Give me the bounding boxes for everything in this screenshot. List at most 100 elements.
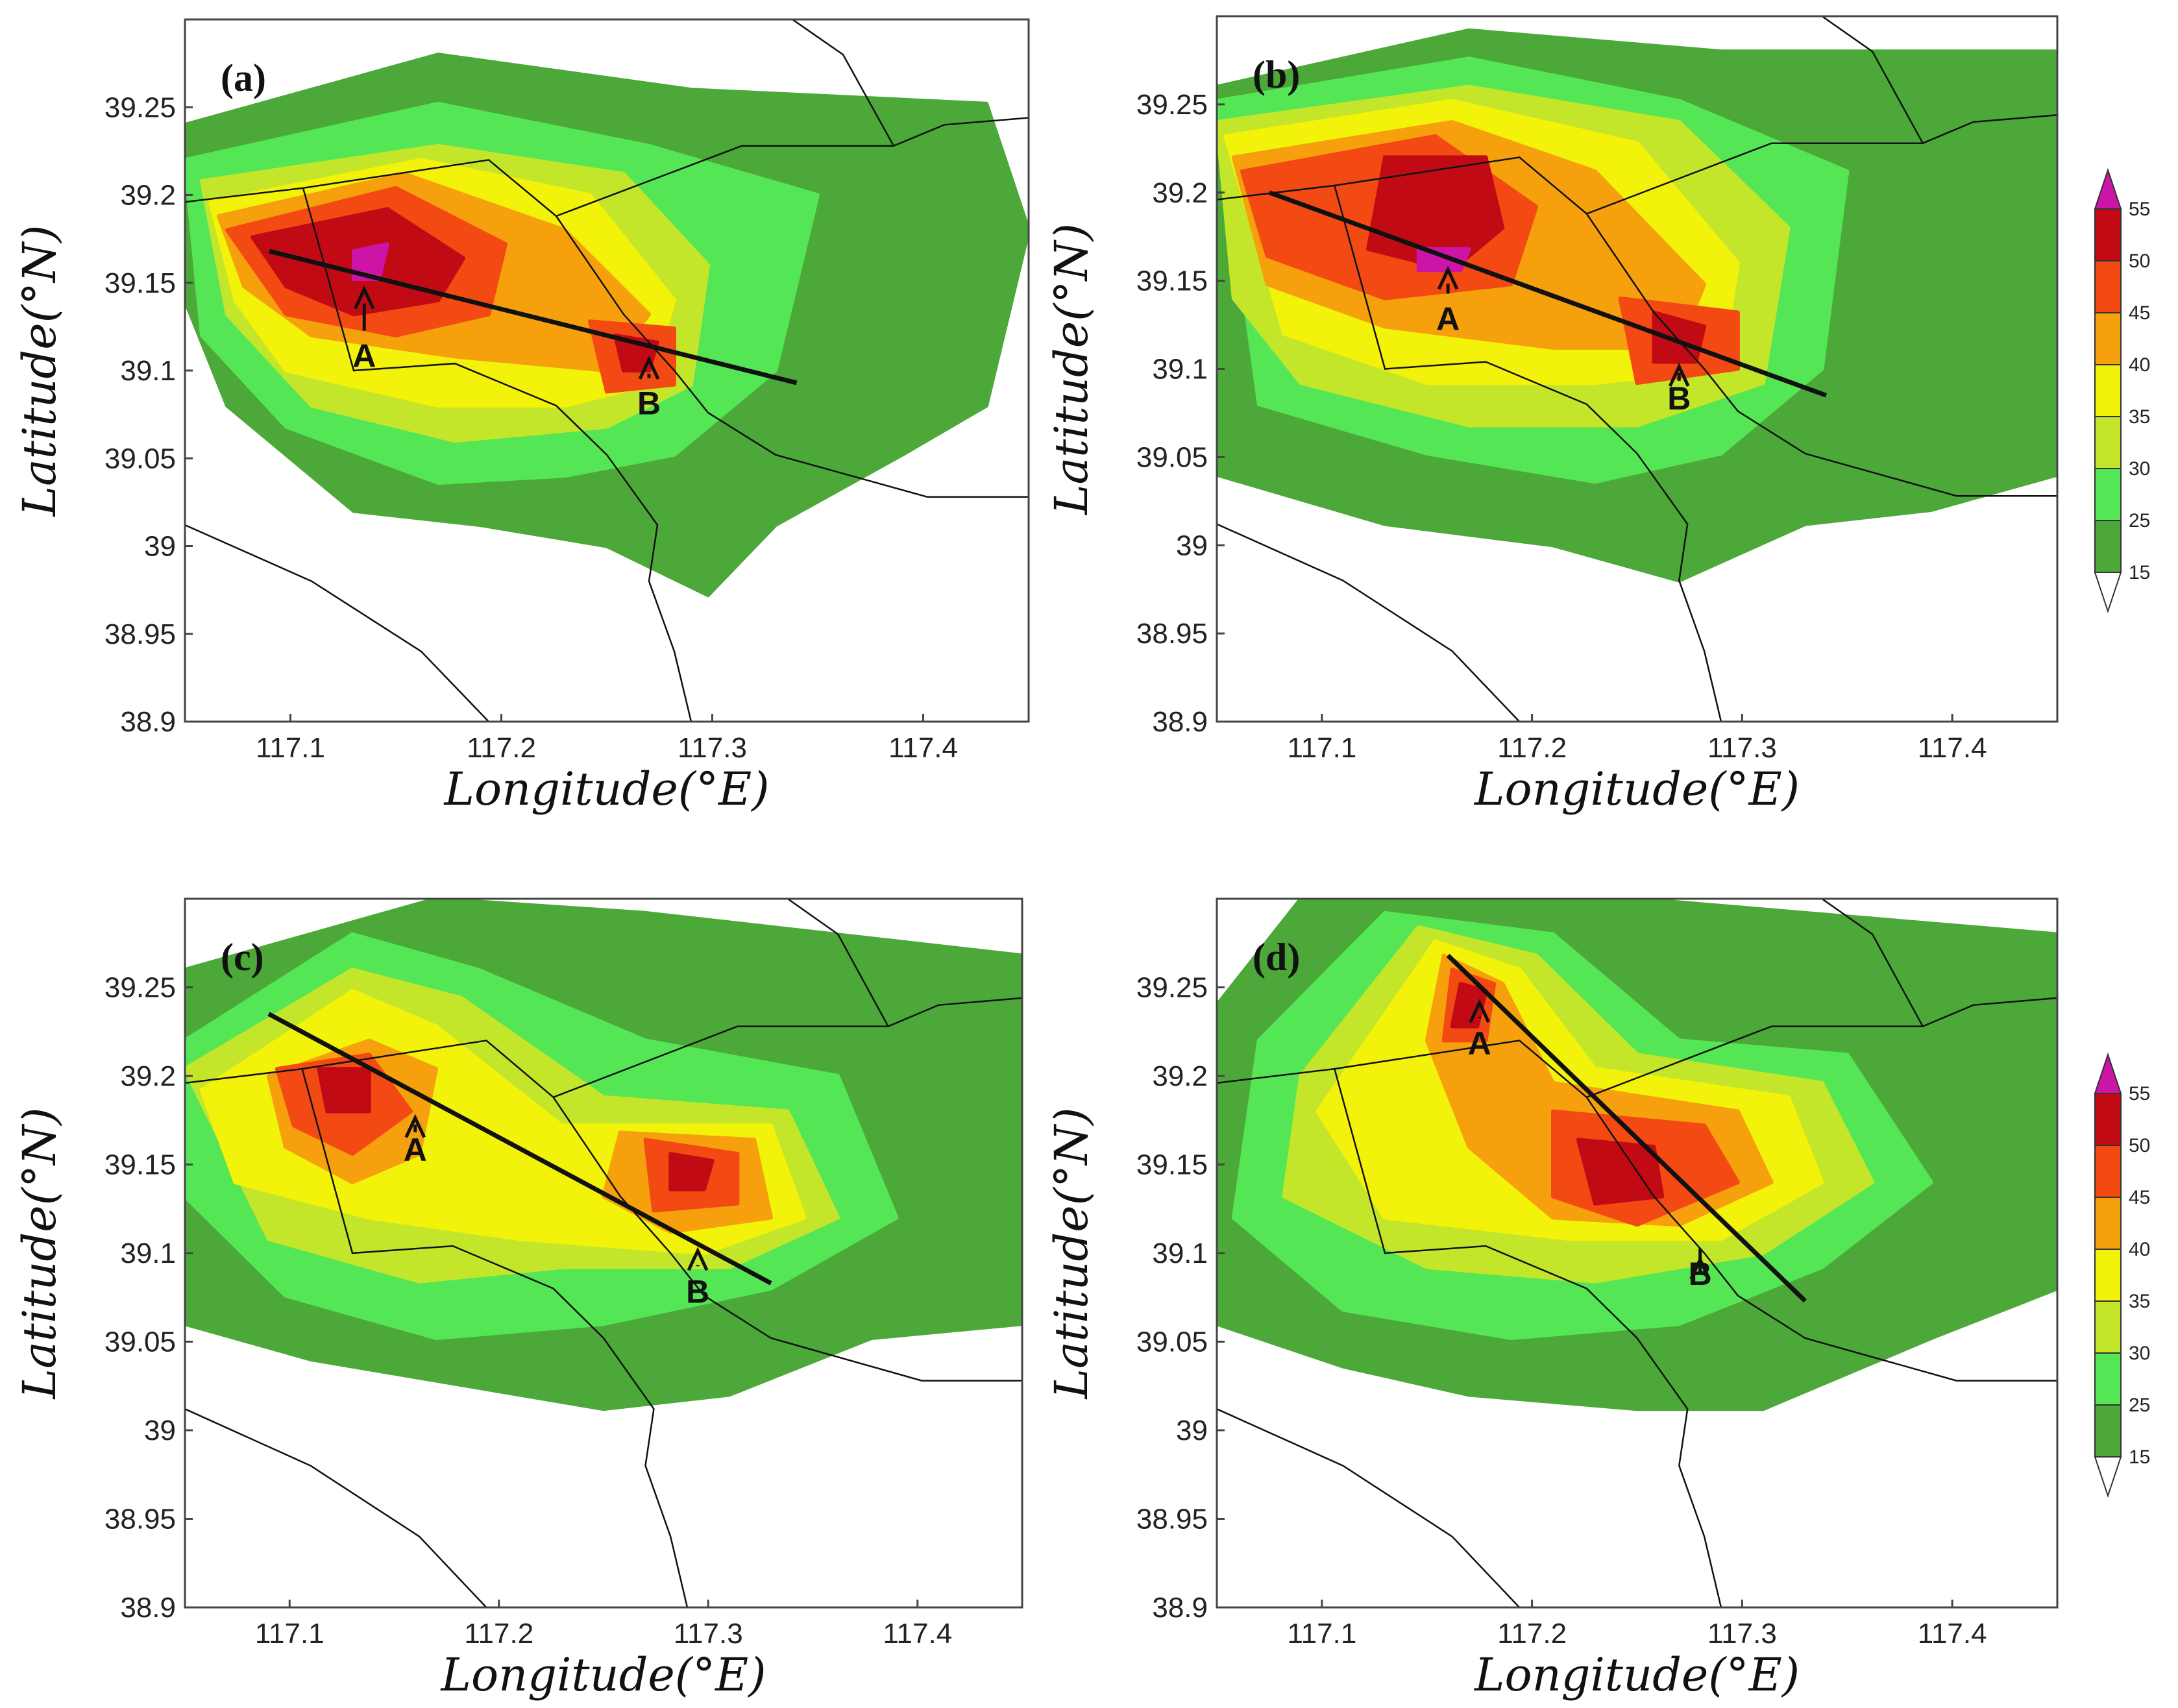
y-tick-label: 39.1 <box>120 1238 176 1269</box>
panel-label: (a) <box>221 56 266 99</box>
y-tick-label: 39.05 <box>1136 1326 1208 1358</box>
colorbar-swatch-c25 <box>2094 468 2122 521</box>
x-tick-label: 117.4 <box>1918 732 1987 764</box>
colorbar-swatch-c45 <box>2094 260 2122 313</box>
y-tick-label: 39.15 <box>104 1149 176 1181</box>
county-boundary <box>185 1408 487 1607</box>
y-tick-label: 39.2 <box>120 1060 176 1092</box>
y-tick-label: 39.25 <box>1136 972 1208 1004</box>
y-tick-label: 39.2 <box>120 180 176 212</box>
marker-label-B: B <box>637 385 661 422</box>
colorbar-level-label: 35 <box>2129 406 2150 428</box>
colorbar-min-triangle <box>2094 572 2122 614</box>
county-boundary <box>1217 523 1521 722</box>
y-tick-label: 38.95 <box>1136 618 1208 650</box>
y-tick-label: 38.9 <box>1152 1592 1208 1624</box>
colorbar-level-label: 30 <box>2129 458 2150 480</box>
y-tick-label: 38.9 <box>120 706 176 738</box>
colorbar-level-label: 15 <box>2129 1446 2150 1468</box>
colorbar-swatch-c15 <box>2094 1404 2122 1458</box>
marker-label-A: A <box>404 1132 427 1168</box>
marker-arrowhead <box>404 1114 426 1138</box>
y-tick-label: 39.1 <box>1152 1238 1208 1269</box>
marker-arrowhead <box>1689 1256 1711 1280</box>
county-boundary <box>1821 899 1924 1027</box>
marker-arrowhead <box>638 356 660 380</box>
x-tick-label: 117.2 <box>467 732 536 764</box>
y-tick-label: 38.9 <box>120 1592 176 1624</box>
marker-label-A: A <box>352 337 376 374</box>
marker-label-B: B <box>1667 380 1691 417</box>
panel-label: (d) <box>1253 936 1300 979</box>
colorbar-swatch-c35 <box>2094 364 2122 417</box>
colorbar-swatch-c30 <box>2094 1300 2122 1354</box>
cross-section-line <box>267 1012 772 1286</box>
colorbar: 55 50 45 40 35 30 25 15 <box>2094 167 2150 614</box>
panel-c: A B (c) 117.1 117.2 117.3 117.4 38.9 38.95 39 39.0… <box>13 897 1023 1702</box>
colorbar-min-triangle <box>2094 1456 2122 1498</box>
county-boundary <box>302 188 692 722</box>
colorbar-swatch-c30 <box>2094 416 2122 469</box>
colorbar-swatch-c40 <box>2094 1197 2122 1250</box>
y-tick-label: 39 <box>1176 1415 1208 1446</box>
colorbar-level-label: 40 <box>2129 1239 2150 1260</box>
colorbar-level-label: 50 <box>2129 1135 2150 1156</box>
x-axis-label: Longitude(°E) <box>1473 1648 1800 1702</box>
colorbar-level-label: 25 <box>2129 1395 2150 1416</box>
reflectivity-field <box>185 899 1022 1607</box>
marker-label-A: A <box>1436 301 1460 337</box>
colorbar-level-label: 40 <box>2129 354 2150 376</box>
marker-label-B: B <box>1689 1256 1712 1292</box>
marker-label-A: A <box>1468 1025 1491 1062</box>
x-tick-label: 117.3 <box>1707 732 1777 764</box>
x-tick-label: 117.4 <box>1918 1618 1987 1650</box>
y-tick-label: 39.25 <box>1136 89 1208 121</box>
cross-section-line <box>1268 190 1828 398</box>
reflectivity-field <box>1217 899 2057 1607</box>
y-tick-label: 38.9 <box>1152 706 1208 738</box>
colorbar-swatch-c35 <box>2094 1249 2122 1302</box>
x-tick-label: 117.1 <box>255 1618 324 1650</box>
y-axis-label: Latitude(°N) <box>1045 223 1098 516</box>
colorbar-level-label: 55 <box>2129 1083 2150 1104</box>
y-tick-label: 39.2 <box>1152 1060 1208 1092</box>
x-tick-label: 117.2 <box>464 1618 533 1650</box>
y-tick-label: 39.05 <box>1136 441 1208 473</box>
y-axis-label: Latitude(°N) <box>13 1107 66 1400</box>
x-axis-label: Longitude(°E) <box>443 762 769 816</box>
marker-arrowhead <box>1437 265 1459 290</box>
x-tick-label: 117.4 <box>888 732 958 764</box>
panel-d: A B (d) 117.1 117.2 117.3 117.4 38.9 38.95 39 39.0… <box>1045 897 2059 1702</box>
county-boundary <box>1217 1040 2057 1382</box>
contour-c50 <box>1652 310 1707 364</box>
county-boundary <box>185 1040 1022 1382</box>
colorbar-swatch-c40 <box>2094 312 2122 365</box>
y-tick-label: 39.05 <box>104 443 176 474</box>
colorbar-swatch-c25 <box>2094 1352 2122 1406</box>
x-axis-label: Longitude(°E) <box>1473 762 1800 816</box>
marker-label-B: B <box>686 1273 709 1310</box>
contour-c50 <box>317 1067 371 1114</box>
x-tick-label: 117.1 <box>1287 732 1356 764</box>
colorbar-max-triangle <box>2094 1052 2122 1094</box>
x-tick-label: 117.1 <box>1287 1618 1356 1650</box>
county-boundary <box>301 1068 689 1607</box>
y-tick-label: 39.25 <box>104 972 176 1004</box>
y-tick-label: 38.95 <box>1136 1504 1208 1535</box>
reflectivity-field <box>1217 16 2057 722</box>
contour-c50 <box>1450 982 1488 1029</box>
y-axis-label: Latitude(°N) <box>13 225 66 517</box>
y-tick-label: 39.2 <box>1152 177 1208 209</box>
panel-a: A B (a) 117.1 117.2 117.3 117.4 38.9 38.95 39 39.0… <box>13 18 1030 816</box>
contour-c50 <box>1576 1138 1665 1206</box>
x-axis-label: Longitude(°E) <box>439 1648 766 1702</box>
county-boundary <box>787 899 889 1027</box>
marker-arrowhead <box>687 1247 709 1271</box>
colorbar-level-label: 45 <box>2129 302 2150 324</box>
y-tick-label: 39.1 <box>1152 354 1208 385</box>
y-tick-label: 39.25 <box>104 92 176 123</box>
y-tick-label: 39 <box>144 531 176 563</box>
contour-c50 <box>668 1152 715 1191</box>
county-boundary <box>185 524 489 722</box>
